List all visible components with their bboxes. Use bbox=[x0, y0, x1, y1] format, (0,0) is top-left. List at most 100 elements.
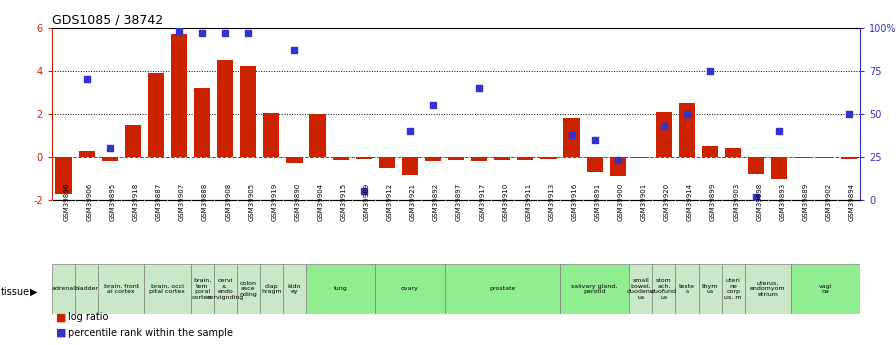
Bar bbox=[240, 66, 256, 157]
Text: GSM39903: GSM39903 bbox=[733, 183, 739, 221]
Bar bbox=[99, 264, 144, 314]
Bar bbox=[306, 264, 375, 314]
Text: GSM39902: GSM39902 bbox=[825, 183, 831, 221]
Point bbox=[357, 189, 371, 194]
Text: GSM39893: GSM39893 bbox=[780, 183, 785, 221]
Text: vagi
na: vagi na bbox=[819, 284, 832, 294]
Text: lung: lung bbox=[333, 286, 348, 292]
Bar bbox=[56, 157, 72, 194]
Point bbox=[402, 128, 417, 134]
Text: GSM39907: GSM39907 bbox=[179, 183, 185, 221]
Point bbox=[472, 85, 487, 91]
Bar bbox=[401, 157, 418, 175]
Bar bbox=[564, 118, 580, 157]
Text: GSM39915: GSM39915 bbox=[340, 183, 347, 221]
Bar bbox=[748, 157, 764, 174]
Bar bbox=[745, 264, 791, 314]
Text: GSM39896: GSM39896 bbox=[64, 183, 70, 221]
Text: kidn
ey: kidn ey bbox=[288, 284, 301, 294]
Bar bbox=[444, 264, 560, 314]
Bar bbox=[191, 264, 213, 314]
Bar bbox=[260, 264, 283, 314]
Bar bbox=[213, 264, 237, 314]
Text: uteri
ne
corp
us, m: uteri ne corp us, m bbox=[725, 278, 742, 300]
Bar bbox=[79, 150, 95, 157]
Text: GSM39916: GSM39916 bbox=[572, 183, 578, 221]
Bar bbox=[721, 264, 745, 314]
Text: GSM39898: GSM39898 bbox=[756, 183, 762, 221]
Bar bbox=[679, 103, 695, 157]
Bar bbox=[725, 148, 741, 157]
Bar bbox=[795, 157, 811, 158]
Text: GDS1085 / 38742: GDS1085 / 38742 bbox=[52, 14, 163, 27]
Point bbox=[172, 28, 186, 34]
Bar bbox=[425, 157, 441, 161]
Text: GSM39894: GSM39894 bbox=[849, 183, 855, 221]
Text: ▶: ▶ bbox=[30, 287, 37, 296]
Bar bbox=[194, 88, 211, 157]
Text: GSM39892: GSM39892 bbox=[433, 183, 439, 221]
Text: GSM39917: GSM39917 bbox=[479, 183, 485, 221]
Text: GSM39889: GSM39889 bbox=[803, 183, 808, 221]
Text: GSM39911: GSM39911 bbox=[525, 183, 531, 221]
Text: bladder: bladder bbox=[74, 286, 99, 292]
Text: ■: ■ bbox=[56, 313, 67, 322]
Text: GSM39920: GSM39920 bbox=[664, 183, 670, 221]
Bar bbox=[702, 146, 719, 157]
Text: GSM39895: GSM39895 bbox=[109, 183, 116, 221]
Bar bbox=[217, 60, 233, 157]
Text: teste
s: teste s bbox=[679, 284, 695, 294]
Bar bbox=[263, 113, 280, 157]
Bar bbox=[540, 157, 556, 159]
Text: ovary: ovary bbox=[401, 286, 418, 292]
Bar bbox=[101, 157, 117, 161]
Text: thym
us: thym us bbox=[702, 284, 719, 294]
Point bbox=[564, 132, 579, 137]
Text: GSM39904: GSM39904 bbox=[317, 183, 323, 221]
Bar bbox=[148, 73, 164, 157]
Text: prostate: prostate bbox=[489, 286, 515, 292]
Text: GSM39910: GSM39910 bbox=[503, 183, 508, 221]
Point bbox=[772, 128, 787, 134]
Point bbox=[241, 30, 255, 36]
Text: GSM39921: GSM39921 bbox=[409, 183, 416, 221]
Text: diap
hragm: diap hragm bbox=[261, 284, 281, 294]
Bar bbox=[283, 264, 306, 314]
Bar bbox=[379, 157, 395, 168]
Bar bbox=[171, 34, 187, 157]
Bar bbox=[771, 157, 788, 179]
Bar bbox=[75, 264, 99, 314]
Text: tissue: tissue bbox=[1, 287, 30, 296]
Bar bbox=[125, 125, 141, 157]
Text: GSM39918: GSM39918 bbox=[133, 183, 139, 221]
Text: colon
asce
nding: colon asce nding bbox=[239, 280, 257, 297]
Text: adrenal: adrenal bbox=[52, 286, 75, 292]
Bar bbox=[656, 112, 672, 157]
Text: brain, front
al cortex: brain, front al cortex bbox=[104, 284, 139, 294]
Bar bbox=[144, 264, 191, 314]
Bar bbox=[448, 157, 464, 160]
Point bbox=[702, 68, 717, 73]
Text: brain, occi
pital cortex: brain, occi pital cortex bbox=[150, 284, 185, 294]
Text: GSM39913: GSM39913 bbox=[548, 183, 555, 221]
Text: GSM39899: GSM39899 bbox=[710, 183, 716, 221]
Bar bbox=[633, 157, 649, 158]
Text: stom
ach,
duofund
us: stom ach, duofund us bbox=[650, 278, 676, 300]
Text: GSM39891: GSM39891 bbox=[595, 183, 600, 221]
Text: salivary gland,
parotid: salivary gland, parotid bbox=[572, 284, 617, 294]
Text: percentile rank within the sample: percentile rank within the sample bbox=[68, 328, 233, 338]
Text: GSM39900: GSM39900 bbox=[617, 183, 624, 221]
Text: GSM39909: GSM39909 bbox=[364, 183, 370, 221]
Point bbox=[102, 146, 116, 151]
Text: log ratio: log ratio bbox=[68, 313, 108, 322]
Bar bbox=[309, 114, 325, 157]
Bar bbox=[609, 157, 625, 176]
Point bbox=[749, 194, 763, 199]
Point bbox=[195, 30, 210, 36]
Text: small
bowel,
duodenu
us: small bowel, duodenu us bbox=[627, 278, 655, 300]
Text: GSM39897: GSM39897 bbox=[456, 183, 462, 221]
Bar bbox=[495, 157, 511, 160]
Bar bbox=[471, 157, 487, 161]
Bar bbox=[587, 157, 603, 172]
Text: uterus,
endomyom
etrium: uterus, endomyom etrium bbox=[750, 280, 786, 297]
